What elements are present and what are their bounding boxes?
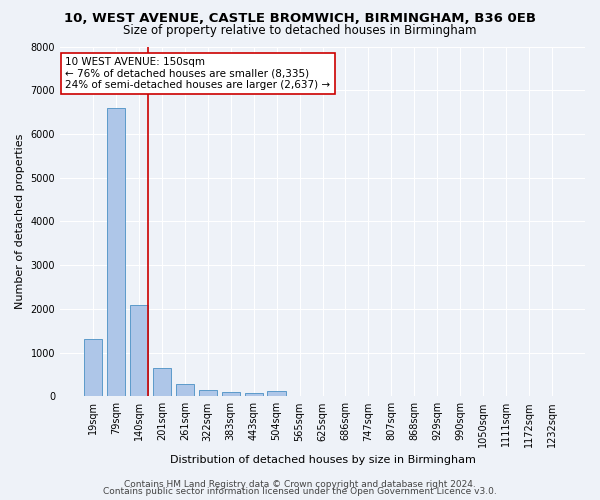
Bar [199,390,217,396]
Bar [153,368,171,396]
Text: Size of property relative to detached houses in Birmingham: Size of property relative to detached ho… [123,24,477,37]
Bar [84,339,102,396]
Text: 10, WEST AVENUE, CASTLE BROMWICH, BIRMINGHAM, B36 0EB: 10, WEST AVENUE, CASTLE BROMWICH, BIRMIN… [64,12,536,26]
Bar [221,392,240,396]
Bar [130,306,148,396]
Bar [268,392,286,396]
Text: 10 WEST AVENUE: 150sqm
← 76% of detached houses are smaller (8,335)
24% of semi-: 10 WEST AVENUE: 150sqm ← 76% of detached… [65,57,331,90]
Bar [245,393,263,396]
Y-axis label: Number of detached properties: Number of detached properties [15,134,25,309]
Text: Contains HM Land Registry data © Crown copyright and database right 2024.: Contains HM Land Registry data © Crown c… [124,480,476,489]
Bar [176,384,194,396]
Bar [107,108,125,397]
X-axis label: Distribution of detached houses by size in Birmingham: Distribution of detached houses by size … [170,455,475,465]
Text: Contains public sector information licensed under the Open Government Licence v3: Contains public sector information licen… [103,487,497,496]
